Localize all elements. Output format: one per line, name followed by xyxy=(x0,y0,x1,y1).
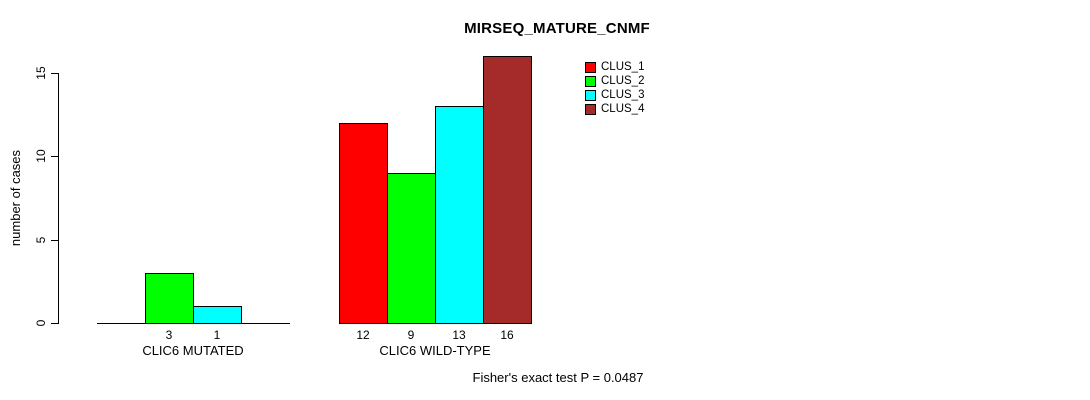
legend-row: CLUS_1 xyxy=(585,60,644,74)
legend-swatch-icon xyxy=(585,103,596,115)
bar-clus_2-group2 xyxy=(387,173,436,324)
legend-row: CLUS_4 xyxy=(585,102,644,116)
bar-value-label: 13 xyxy=(452,328,466,342)
legend-swatch-icon xyxy=(585,61,596,73)
bar-value-label: 9 xyxy=(407,328,415,342)
bar-clus_4-group2 xyxy=(483,56,532,324)
legend: CLUS_1 CLUS_2 CLUS_3 CLUS_4 xyxy=(585,60,644,116)
bar-clus_2-group1 xyxy=(145,273,194,324)
y-tick-label: 0 xyxy=(34,319,48,327)
bar-value-label: 1 xyxy=(213,328,221,342)
bar-value-label: 16 xyxy=(500,328,514,342)
legend-swatch-icon xyxy=(585,75,596,87)
y-tick-mark xyxy=(51,323,58,324)
legend-row: CLUS_2 xyxy=(585,74,644,88)
legend-label: CLUS_1 xyxy=(601,61,645,73)
bar-clus_1-group2 xyxy=(339,123,388,324)
bar-value-label: 12 xyxy=(356,328,370,342)
bar-value-label: 3 xyxy=(165,328,173,342)
y-tick-label: 15 xyxy=(34,66,48,80)
annotation-fishers-test: Fisher's exact test P = 0.0487 xyxy=(472,370,644,385)
legend-row: CLUS_3 xyxy=(585,88,644,102)
group-label: CLIC6 MUTATED xyxy=(142,343,244,358)
y-tick-label: 5 xyxy=(34,236,48,243)
legend-swatch-icon xyxy=(585,89,596,101)
legend-label: CLUS_4 xyxy=(601,103,645,115)
bar-clus_3-group1 xyxy=(193,306,242,324)
legend-label: CLUS_3 xyxy=(601,89,645,101)
y-tick-mark xyxy=(51,156,58,158)
y-tick-mark xyxy=(51,239,58,241)
chart-title: MIRSEQ_MATURE_CNMF xyxy=(464,20,650,37)
y-tick-label: 10 xyxy=(34,149,48,164)
y-tick-mark xyxy=(51,73,58,74)
group-label: CLIC6 WILD-TYPE xyxy=(379,343,491,358)
bar-clus_3-group2 xyxy=(435,106,484,324)
y-axis-line xyxy=(58,73,59,324)
legend-label: CLUS_2 xyxy=(601,75,645,87)
y-axis-label: number of cases xyxy=(8,149,23,247)
